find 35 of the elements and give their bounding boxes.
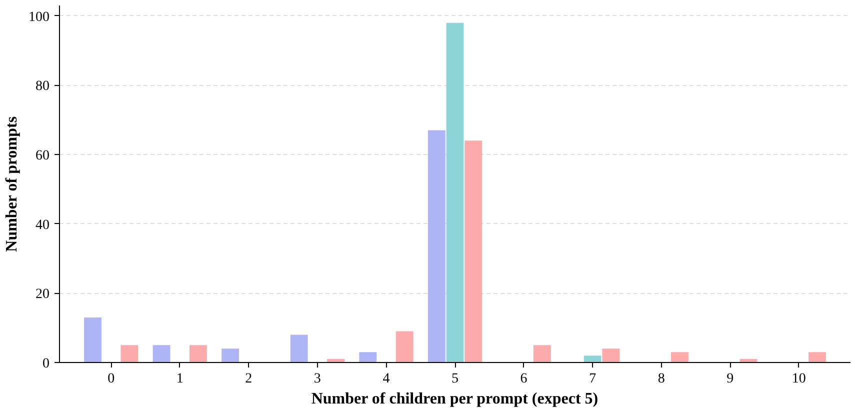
x-tick-label: 0	[108, 372, 115, 386]
y-axis-title: Number of prompts	[4, 116, 20, 252]
bar	[359, 352, 377, 362]
bar	[602, 348, 620, 362]
y-tick-label: 40	[36, 218, 50, 233]
x-tick-label: 5	[452, 372, 458, 386]
bar	[670, 352, 688, 362]
bar	[446, 22, 464, 362]
bar	[533, 345, 551, 362]
x-tick-label: 3	[314, 372, 321, 386]
x-axis-title: Number of children per prompt (expect 5)	[311, 390, 598, 408]
bar	[396, 331, 414, 362]
x-tick-label: 4	[382, 372, 390, 386]
y-tick-label: 80	[36, 79, 50, 94]
y-tick-label: 0	[42, 356, 50, 372]
bar	[84, 317, 102, 362]
bar	[120, 345, 138, 362]
bar	[428, 130, 446, 362]
x-tick-label: 2	[245, 372, 252, 386]
y-tick-label: 20	[36, 287, 50, 302]
x-tick-label: 8	[658, 372, 665, 386]
y-tick-label: 60	[36, 148, 50, 164]
bar	[584, 356, 602, 362]
y-tick-label: 100	[28, 10, 50, 25]
x-tick-label: 7	[589, 372, 596, 386]
bar	[464, 140, 482, 362]
x-tick-label: 10	[792, 372, 806, 386]
x-tick-label: 6	[520, 372, 528, 386]
x-tick-label: 9	[726, 372, 734, 386]
bar	[290, 334, 308, 362]
bar	[190, 345, 207, 362]
x-tick-label: 1	[176, 372, 184, 386]
bar	[222, 348, 240, 362]
bar	[808, 352, 826, 362]
bar	[152, 345, 170, 362]
